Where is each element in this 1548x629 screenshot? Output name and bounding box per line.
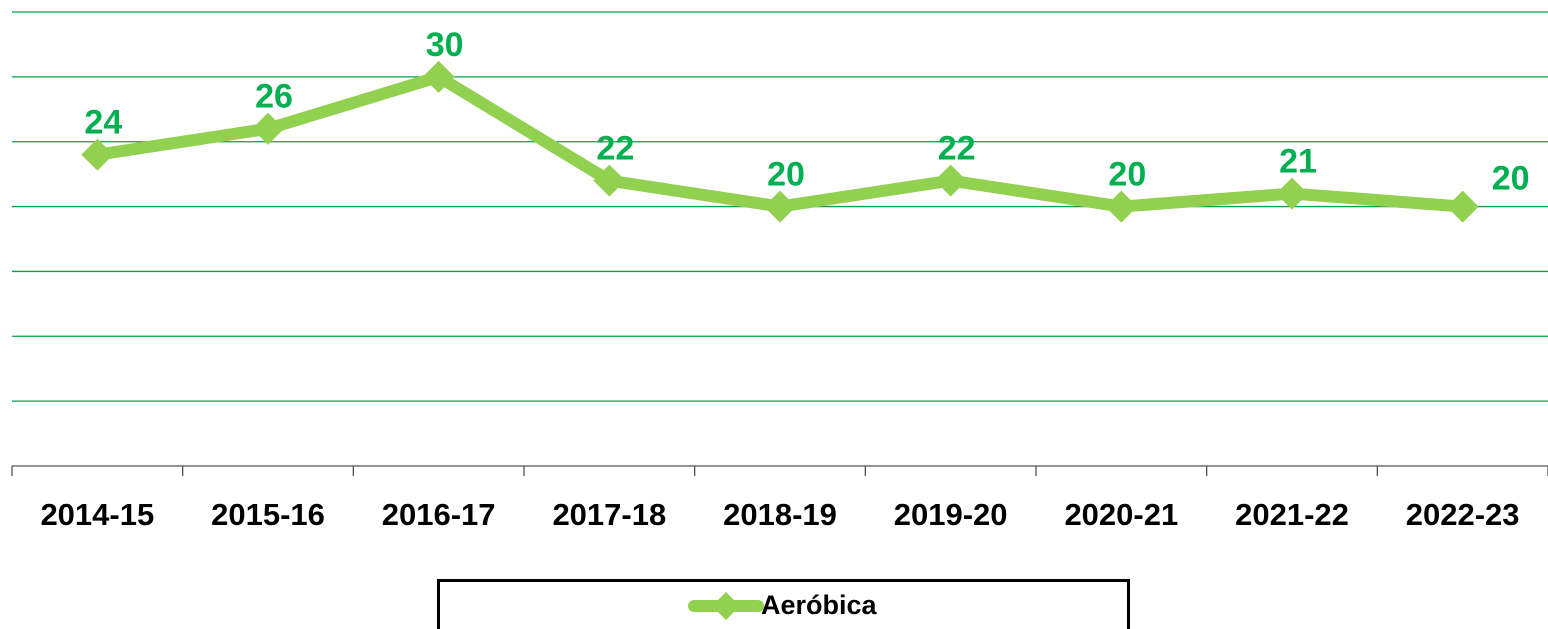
x-tick-label: 2019-20 (894, 497, 1008, 532)
data-label: 30 (426, 26, 464, 64)
data-label: 20 (767, 156, 805, 194)
x-tick-label: 2016-17 (382, 497, 496, 532)
point (1446, 190, 1479, 223)
point (1276, 177, 1308, 210)
point (422, 60, 455, 93)
x-tick-label: 2020-21 (1064, 497, 1178, 532)
data-label: 20 (1108, 156, 1146, 194)
x-tick-label: 2015-16 (211, 497, 325, 532)
point (934, 164, 967, 197)
point (81, 138, 114, 171)
data-label: 22 (596, 130, 634, 168)
data-label: 26 (255, 78, 293, 116)
point (1105, 190, 1138, 223)
point (764, 190, 796, 223)
legend-marker (712, 592, 740, 620)
x-tick-label: 2014-15 (40, 497, 154, 532)
x-tick-label: 2018-19 (723, 497, 837, 532)
data-label: 20 (1492, 160, 1530, 198)
data-label: 21 (1279, 143, 1317, 181)
data-label: 22 (938, 130, 976, 168)
legend-label: Aeróbica (761, 590, 878, 620)
x-tick-label: 2017-18 (552, 497, 666, 532)
x-tick-label: 2022-23 (1406, 497, 1520, 532)
point (252, 112, 284, 145)
point (593, 164, 626, 197)
legend-box (437, 579, 1130, 629)
x-tick-label: 2021-22 (1235, 497, 1349, 532)
data-label: 24 (84, 104, 122, 142)
